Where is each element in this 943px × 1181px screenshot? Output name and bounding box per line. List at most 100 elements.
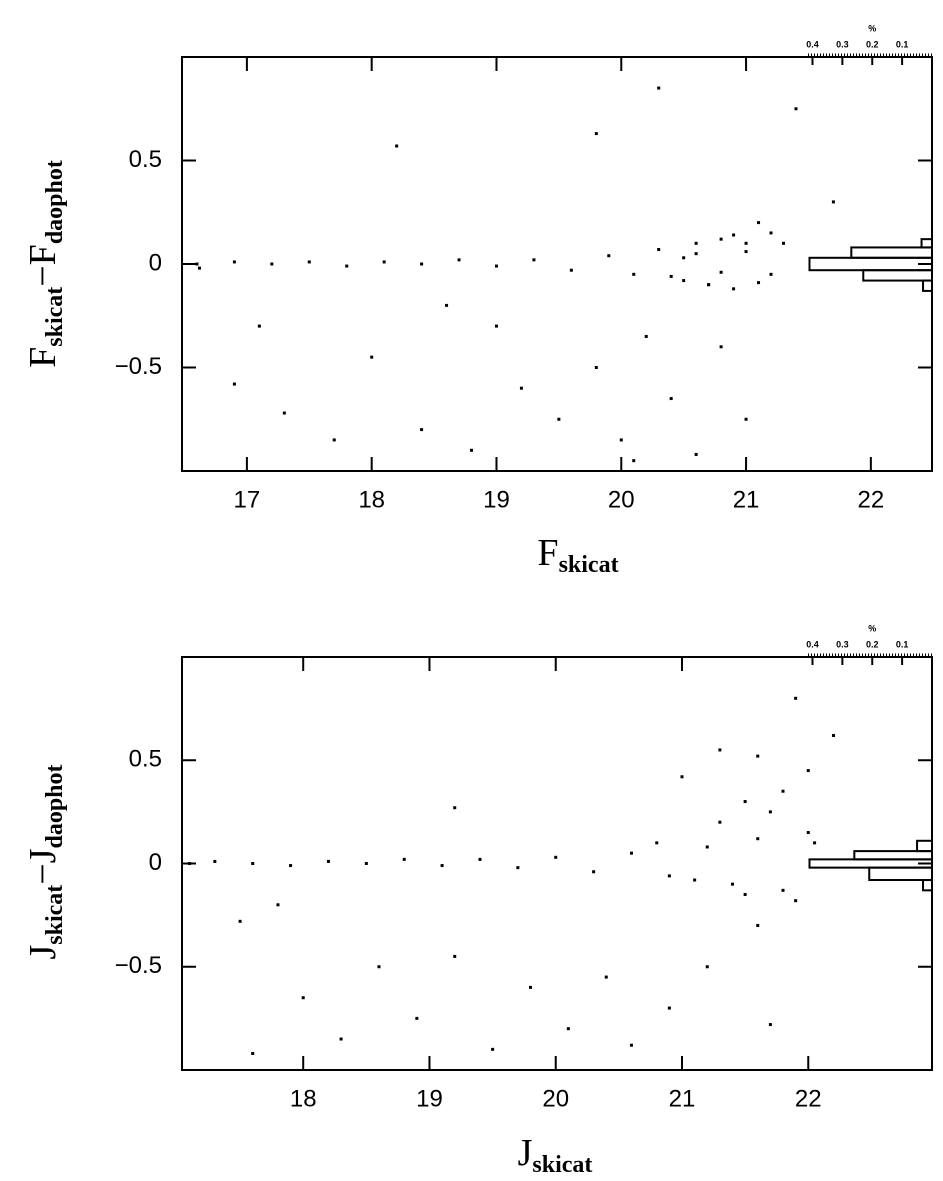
hist-tick-label: 0.1	[896, 39, 909, 49]
hist-tick-label: 0.4	[806, 39, 819, 49]
point	[382, 260, 386, 264]
point	[197, 266, 201, 270]
point	[619, 438, 623, 442]
point	[669, 397, 673, 401]
label-subscript: skicat	[42, 885, 68, 945]
point	[195, 262, 199, 266]
point	[655, 841, 659, 845]
point	[719, 237, 723, 241]
point	[494, 324, 498, 328]
point	[768, 1023, 772, 1027]
x-tick-label: 19	[483, 486, 510, 513]
point	[657, 248, 661, 252]
hist-tick-label: 0.2	[866, 39, 879, 49]
point	[707, 283, 711, 287]
point	[769, 231, 773, 235]
point	[453, 806, 457, 810]
point	[519, 386, 523, 390]
point	[420, 262, 424, 266]
point	[756, 923, 760, 927]
point	[594, 366, 598, 369]
point	[607, 254, 611, 258]
point	[632, 459, 636, 463]
hist-bar	[920, 238, 934, 249]
point	[594, 132, 598, 136]
point	[395, 144, 399, 148]
point	[270, 262, 274, 266]
hist-bar	[916, 839, 934, 853]
point	[339, 1037, 343, 1041]
point	[629, 1043, 633, 1047]
point	[694, 252, 698, 256]
label-text: −F	[22, 244, 64, 287]
point	[402, 857, 406, 861]
point	[604, 975, 608, 979]
hist-tick-label: 0.3	[836, 39, 849, 49]
y-tick-label: 0.5	[129, 146, 162, 173]
point	[669, 274, 673, 278]
point	[457, 258, 461, 262]
point	[781, 888, 785, 892]
point	[718, 820, 722, 824]
hist-bar	[808, 858, 933, 869]
point	[364, 862, 368, 865]
point	[213, 859, 217, 863]
hist-bar	[850, 246, 934, 259]
label-subscript: skicat	[42, 287, 68, 347]
point	[682, 256, 686, 260]
plot-frame	[181, 656, 933, 1071]
x-axis-label: Jskicat	[518, 1132, 593, 1178]
point	[251, 1051, 255, 1055]
point	[756, 837, 760, 841]
x-tick-label: 20	[542, 1085, 569, 1112]
hist-bar	[862, 269, 933, 282]
x-tick-label: 18	[358, 486, 385, 513]
point	[557, 417, 561, 421]
point	[232, 382, 236, 386]
x-tick-label: 21	[733, 486, 760, 513]
point	[440, 864, 444, 868]
point	[657, 86, 661, 90]
x-tick-label: 18	[290, 1085, 317, 1112]
x-axis-label: Fskicat	[537, 532, 618, 578]
point	[705, 845, 709, 849]
label-text: F	[22, 347, 64, 368]
point	[794, 107, 798, 111]
point	[232, 260, 236, 264]
label-subscript: daophot	[42, 764, 68, 848]
point	[332, 438, 336, 442]
hist-tick-label: 0.3	[836, 639, 849, 649]
point	[694, 452, 698, 456]
point	[377, 965, 381, 969]
y-tick-label: 0	[149, 849, 162, 876]
hist-bar	[853, 850, 933, 861]
point	[743, 892, 747, 896]
point	[732, 287, 736, 291]
x-tick-label: 20	[608, 486, 635, 513]
point	[453, 954, 457, 958]
point	[694, 241, 698, 245]
point	[731, 882, 735, 886]
point	[238, 919, 242, 923]
point	[307, 260, 311, 264]
point	[251, 862, 255, 865]
point	[744, 241, 748, 245]
y-tick-label: −0.5	[115, 353, 162, 380]
point	[756, 754, 760, 758]
hist-axis-label: %	[868, 23, 876, 33]
label-text: F	[537, 532, 558, 574]
hist-tick-label: 0.2	[866, 639, 879, 649]
point	[744, 250, 748, 254]
x-tick-label: 19	[416, 1085, 443, 1112]
point	[781, 789, 785, 793]
point	[806, 831, 810, 835]
label-text: J	[22, 945, 64, 960]
point	[781, 241, 785, 245]
hist-tick-label: 0.1	[896, 639, 909, 649]
point	[491, 1047, 495, 1051]
point	[282, 411, 286, 415]
point	[445, 303, 449, 307]
plot-frame	[181, 56, 933, 472]
point	[470, 448, 474, 452]
